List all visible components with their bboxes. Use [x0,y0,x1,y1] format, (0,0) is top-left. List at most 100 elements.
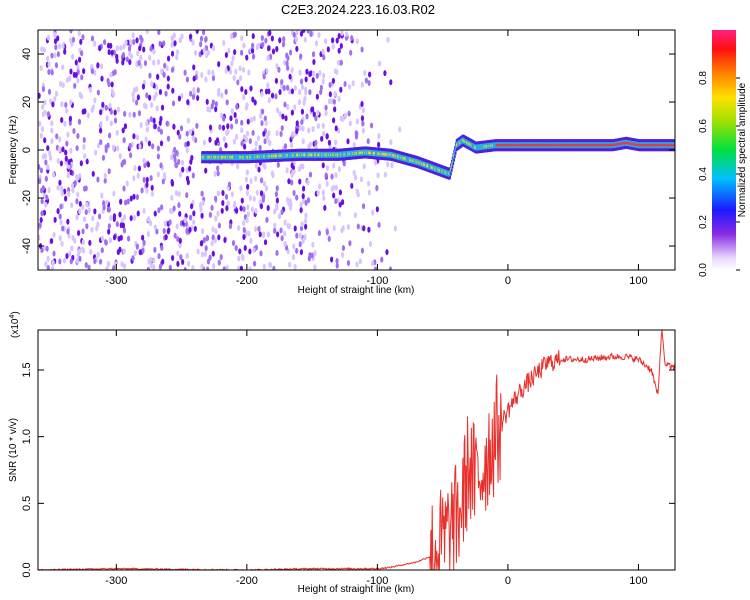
snr-scale-base: (x10 [10,318,21,338]
colorbar-tick-label: 0.4 [698,167,709,181]
spectrogram-noise-mark [39,65,43,72]
spectrogram-noise-mark [176,49,180,56]
spectrogram-noise-mark [242,42,246,49]
spectrogram-noise-mark [152,59,156,66]
spectrogram-noise-mark [217,259,221,266]
spectrogram-noise-mark [356,191,360,198]
spectrogram-noise-mark [159,140,164,147]
spectrogram-noise-mark [307,255,311,262]
spectrogram-noise-mark [191,93,196,100]
spectrogram-noise-mark [69,147,73,154]
spectrogram-noise-mark [304,223,308,230]
snr-x-tick-label: -200 [236,575,258,587]
spectrogram-noise-mark [213,170,217,177]
spectrogram-noise-mark [155,105,159,112]
spectrogram-noise-mark [67,158,71,165]
spectrogram-noise-mark [207,69,211,76]
spectrogram-noise-mark [164,234,168,241]
spectrogram-noise-mark [301,193,305,200]
spectrogram-noise-mark [286,84,290,91]
spectrogram-noise-mark [277,66,281,73]
spectrogram-noise-mark [201,199,205,206]
spectrogram-noise-mark [298,232,303,239]
spectrogram-noise-mark [101,105,105,112]
spectrogram-noise-mark [202,30,206,36]
spectrogram-noise-mark [223,237,227,244]
spectrogram-noise-mark [220,92,224,99]
spectrogram-noise-mark [293,104,297,111]
spectrogram-noise-mark [228,223,233,230]
spectrogram-noise-mark [268,262,273,269]
spectrogram-noise-mark [105,199,109,206]
spectrogram-noise-mark [100,235,105,242]
spectrogram-noise-mark [46,255,50,262]
spectrogram-noise-mark [172,153,177,160]
spectrogram-noise-mark [354,130,358,137]
spectrogram-noise-mark [341,115,345,122]
spectrogram-noise-mark [262,73,266,80]
spectrogram-noise-mark [43,137,47,144]
spectrogram-noise-mark [265,133,269,140]
spectrogram-noise-mark [226,123,230,130]
spectrogram-noise-mark [89,248,93,255]
spectrogram-noise-mark [70,202,74,209]
spectrogram-noise-mark [183,266,187,270]
spectrogram-noise-mark [166,75,170,82]
spectrogram-noise-mark [250,206,255,213]
spectrogram-noise-mark [87,264,91,270]
spectrogram-noise-mark [73,82,77,89]
spectrogram-noise-mark [146,266,150,270]
spectrogram-noise-mark [283,219,287,226]
spectrogram-noise-mark [257,166,261,173]
spectrogram-noise-mark [83,153,87,160]
spectrogram-noise-mark [91,104,95,111]
spectrogram-noise-mark [170,180,175,187]
spectrogram-noise-mark [108,237,112,244]
spectrogram-noise-mark [276,231,280,238]
spectrogram-noise-mark [99,63,104,70]
spectrogram-noise-mark [278,111,282,118]
spectrogram-noise-mark [288,73,292,80]
spectrogram-noise-mark [136,50,140,57]
spectrogram-noise-mark [309,30,313,37]
snr-x-ticks: -300 -200 -100 0 100 [105,330,648,587]
spectrogram-noise-mark [263,138,267,145]
spectrogram-noise-mark [364,77,368,84]
spectrogram-noise-mark [338,189,342,196]
spectrogram-noise-mark [216,190,220,197]
spectrogram-noise-mark [166,55,171,62]
spectrogram-noise-mark [314,115,318,122]
spectrogram-noise-mark [49,238,54,245]
spectrogram-noise-mark [271,172,275,179]
spectrogram-noise-mark [107,168,111,175]
spectrogram-noise-mark [386,36,390,43]
spectrogram-noise-mark [245,169,249,176]
spectrogram-noise-mark [73,179,77,186]
spectrogram-noise-mark [115,221,119,228]
spectrogram-noise-mark [326,46,330,53]
spectrogram-noise-mark [119,45,123,52]
spectrogram-noise-mark [141,83,146,90]
spectrogram-noise-mark [204,35,208,42]
spectrogram-noise-mark [191,39,195,46]
spectrogram-noise-mark [316,189,320,196]
spectrogram-y-tick-label: 20 [21,96,33,108]
spectrogram-noise-mark [298,69,302,76]
spectrogram-noise-mark [76,174,80,181]
spectrogram-noise-mark [290,109,294,116]
spectrogram-noise-mark [322,72,326,79]
spectrogram-noise-mark [278,37,282,44]
spectrogram-noise-mark [260,35,264,42]
spectrogram-noise-mark [53,216,57,223]
spectrogram-noise-mark [110,81,114,88]
spectrogram-noise-mark [67,191,71,198]
spectrogram-noise-mark [203,251,208,258]
spectrogram-noise-mark [238,248,242,255]
spectrogram-noise-mark [335,262,339,269]
spectrogram-noise-mark [254,140,258,147]
spectrogram-noise-mark [275,185,279,192]
spectrogram-noise-mark [211,45,216,52]
spectrogram-noise-mark [248,195,252,202]
spectrogram-noise-mark [214,215,218,222]
spectrogram-noise-mark [75,214,79,221]
